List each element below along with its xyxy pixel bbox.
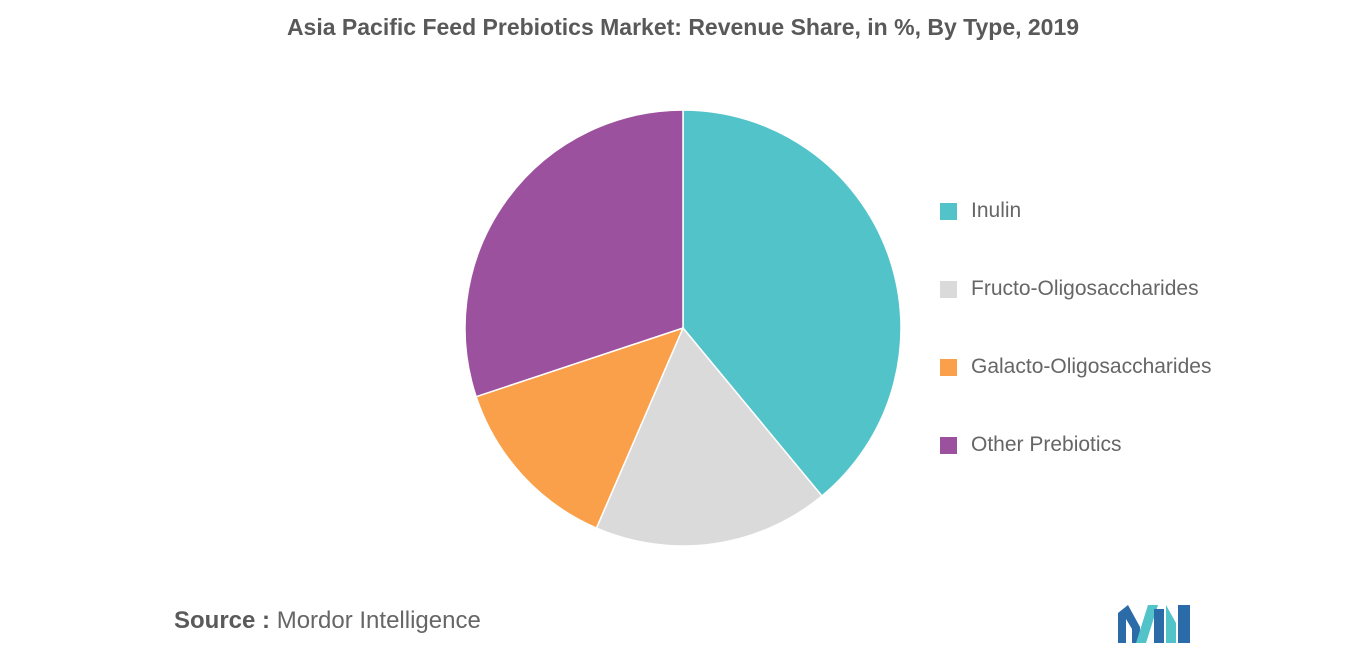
- pie-slices: [464, 109, 902, 547]
- source-text: Mordor Intelligence: [276, 607, 481, 634]
- legend-item-fructo-oligosaccharides: Fructo-Oligosaccharides: [940, 273, 1211, 305]
- legend-label-fructo-oligosaccharides: Fructo-Oligosaccharides: [971, 277, 1199, 300]
- pie-slice-galacto-oligosaccharides: [475, 326, 685, 530]
- legend-item-galacto-oligosaccharides: Galacto-Oligosaccharides: [940, 351, 1211, 383]
- legend-label-inulin: Inulin: [971, 199, 1022, 222]
- legend-swatch-other-prebiotics: [940, 436, 957, 454]
- legend-swatch-inulin: [940, 202, 957, 220]
- source-note: Source : Mordor Intelligence: [174, 607, 481, 635]
- legend-label-galacto-oligosaccharides: Galacto-Oligosaccharides: [971, 355, 1212, 378]
- chart-title: Asia Pacific Feed Prebiotics Market: Rev…: [286, 14, 1080, 40]
- chart-legend: Inulin Fructo-Oligosaccharides Galacto-O…: [940, 195, 1211, 507]
- mordor-intelligence-logo-icon: [1118, 605, 1192, 648]
- legend-swatch-galacto-oligosaccharides: [940, 358, 957, 376]
- pie-slice-fructo-oligosaccharides: [595, 326, 824, 547]
- legend-label-other-prebiotics: Other Prebiotics: [971, 433, 1122, 456]
- source-label: Source :: [174, 607, 271, 634]
- legend-item-inulin: Inulin: [940, 195, 1211, 227]
- legend-item-other-prebiotics: Other Prebiotics: [940, 429, 1211, 461]
- pie-slice-inulin: [682, 109, 902, 498]
- legend-swatch-fructo-oligosaccharides: [940, 280, 957, 298]
- pie-slice-other-prebiotics: [464, 109, 684, 398]
